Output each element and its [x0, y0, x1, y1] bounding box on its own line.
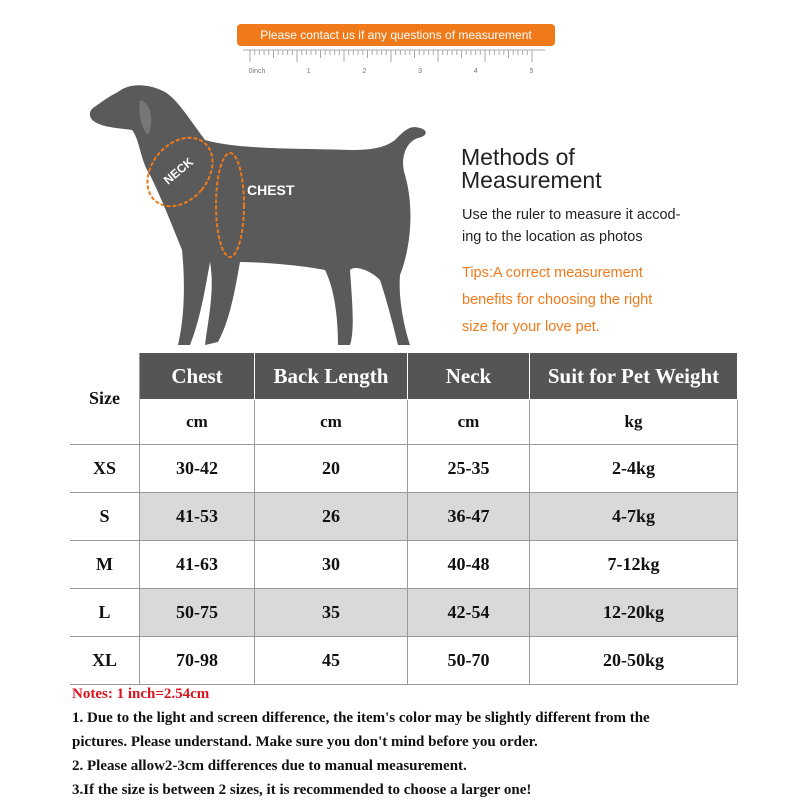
table-cell: 25-35: [408, 445, 530, 493]
note-line: pictures. Please understand. Make sure y…: [72, 734, 538, 750]
note-line: 3.If the size is between 2 sizes, it is …: [72, 782, 532, 798]
table-cell: 20: [255, 445, 408, 493]
table-cell: 40-48: [408, 541, 530, 589]
header-cell: Chest: [140, 353, 255, 400]
chest-loop: [215, 152, 245, 258]
method-title: Methods of: [461, 144, 575, 170]
unit-cell: cm: [408, 400, 530, 445]
table-cell: 2-4kg: [530, 445, 738, 493]
table-cell: 20-50kg: [530, 637, 738, 685]
header-cell: Neck: [408, 353, 530, 400]
ruler-label: 3: [418, 68, 422, 75]
method-tip: benefits for choosing the right: [462, 292, 652, 308]
ruler-label: 1: [307, 68, 311, 75]
note-line: Notes: 1 inch=2.54cm: [72, 686, 210, 702]
table-cell: 35: [255, 589, 408, 637]
table-cell: 30-42: [140, 445, 255, 493]
unit-cell: cm: [255, 400, 408, 445]
method-description: Use the ruler to measure it accod-: [462, 207, 681, 223]
table-cell: 12-20kg: [530, 589, 738, 637]
size-cell: XL: [70, 637, 140, 685]
method-description: ing to the location as photos: [462, 229, 643, 245]
ruler-label: 0inch: [249, 68, 266, 75]
chest-label: CHEST: [247, 182, 295, 198]
table-cell: 41-63: [140, 541, 255, 589]
table-cell: 7-12kg: [530, 541, 738, 589]
method-title: Measurement: [461, 167, 602, 193]
header-cell: Back Length: [255, 353, 408, 400]
size-cell: L: [70, 589, 140, 637]
size-cell: M: [70, 541, 140, 589]
table-cell: 42-54: [408, 589, 530, 637]
table-cell: 45: [255, 637, 408, 685]
ruler-label: 2: [362, 68, 366, 75]
dog-ear: [139, 100, 152, 135]
header-cell: Size: [70, 353, 140, 445]
size-cell: S: [70, 493, 140, 541]
method-tip: Tips:A correct measurement: [462, 265, 643, 281]
banner: Please contact us if any questions of me…: [237, 24, 555, 46]
header-cell: Suit for Pet Weight: [530, 353, 738, 400]
table-cell: 30: [255, 541, 408, 589]
table-cell: 36-47: [408, 493, 530, 541]
table-cell: 50-75: [140, 589, 255, 637]
note-line: 2. Please allow2-3cm differences due to …: [72, 758, 467, 774]
note-line: 1. Due to the light and screen differenc…: [72, 710, 650, 726]
ruler-label: 4: [474, 68, 478, 75]
method-tip: size for your love pet.: [462, 319, 600, 335]
size-cell: XS: [70, 445, 140, 493]
ruler-label: 5: [530, 68, 534, 75]
table-cell: 26: [255, 493, 408, 541]
table-cell: 70-98: [140, 637, 255, 685]
unit-cell: kg: [530, 400, 738, 445]
table-cell: 41-53: [140, 493, 255, 541]
dog-silhouette: [89, 85, 426, 345]
table-cell: 50-70: [408, 637, 530, 685]
unit-cell: cm: [140, 400, 255, 445]
table-cell: 4-7kg: [530, 493, 738, 541]
